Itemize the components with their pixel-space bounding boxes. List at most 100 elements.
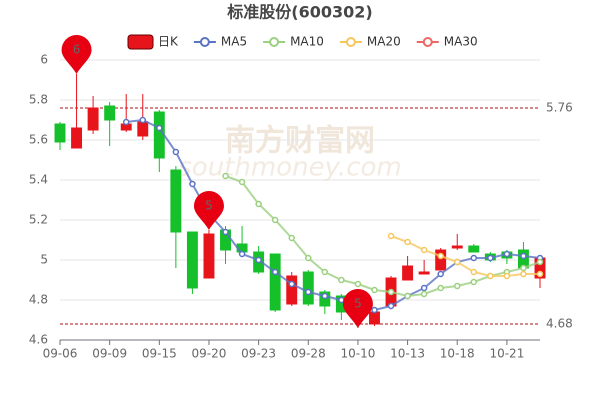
pin-label: 6: [73, 43, 81, 57]
x-tick-label: 10-18: [440, 347, 475, 361]
ma-point: [503, 250, 511, 258]
ma-point: [189, 180, 196, 188]
x-tick-label: 09-09: [92, 347, 127, 361]
ma-point: [437, 252, 444, 260]
candle-body: [468, 245, 480, 253]
y-tick-label: 4.6: [29, 333, 48, 347]
candle-body: [369, 311, 380, 325]
y-tick-label: 5.4: [29, 173, 48, 187]
pin-label: 5: [205, 199, 213, 213]
ma-point: [420, 284, 428, 292]
candle-body: [153, 111, 165, 159]
candle-body: [186, 231, 198, 289]
x-tick-label: 10-13: [390, 347, 425, 361]
ma-point: [338, 276, 345, 284]
ma-point: [371, 286, 378, 294]
ma-point: [305, 288, 312, 296]
legend-label: MA30: [444, 35, 478, 49]
x-tick-label: 09-15: [142, 347, 177, 361]
y-tick-label: 5.8: [29, 93, 48, 107]
x-tick-label: 09-23: [241, 347, 276, 361]
y-tick-label: 6: [40, 53, 48, 67]
candle-body: [435, 249, 447, 271]
chart-title: 标准股份(600302): [226, 3, 372, 22]
ma-point: [470, 268, 478, 276]
ma-point: [520, 264, 527, 272]
pin: [193, 191, 224, 230]
ma-point: [255, 200, 262, 208]
ma-point: [437, 270, 444, 278]
ma-point: [437, 284, 444, 292]
ma-point: [470, 254, 478, 262]
ma-point: [321, 268, 329, 276]
candle-body: [302, 271, 314, 305]
ma-point: [371, 306, 378, 314]
mark-line-label: 4.68: [546, 317, 573, 331]
ma-point: [354, 280, 362, 288]
ma-point: [271, 216, 279, 224]
ma-point: [487, 272, 494, 280]
ma-point: [520, 270, 527, 278]
y-tick-label: 5.6: [29, 133, 48, 147]
candle-body: [203, 233, 215, 279]
candle-body: [54, 123, 66, 143]
ma-point: [536, 258, 544, 266]
ma-point: [288, 280, 295, 288]
legend-icon: [127, 34, 154, 50]
ma-point: [503, 272, 511, 280]
ma-point: [387, 232, 395, 240]
ma-point: [387, 302, 395, 310]
legend-icon: [199, 37, 210, 47]
candle-body: [269, 253, 281, 311]
ma-point: [453, 282, 461, 290]
candle-body: [71, 127, 83, 149]
legend-label: MA10: [290, 35, 324, 49]
ma-point: [122, 118, 130, 126]
candle-body: [87, 107, 99, 131]
candle-body: [451, 245, 463, 249]
ma-line: [390, 235, 540, 277]
ma-point: [420, 246, 428, 254]
y-tick-label: 5.2: [29, 213, 48, 227]
ma-point: [470, 278, 478, 286]
ma-point: [271, 268, 279, 276]
candle-body: [170, 169, 182, 233]
watermark: southmoney.com: [178, 153, 401, 183]
x-tick-label: 09-28: [291, 347, 326, 361]
x-tick-label: 09-06: [43, 347, 78, 361]
y-tick-label: 5: [40, 253, 48, 267]
ma-point: [321, 292, 329, 300]
legend-label: MA20: [367, 35, 401, 49]
ma-point: [139, 116, 147, 124]
ma-point: [172, 148, 180, 156]
watermark: 南方财富网: [225, 124, 375, 159]
ma-point: [536, 270, 544, 278]
ma-point: [255, 256, 262, 264]
legend-icon: [422, 37, 433, 47]
legend-label: MA5: [221, 35, 247, 49]
candle-body: [137, 121, 149, 137]
mark-line-label: 5.76: [546, 101, 573, 115]
legend-label: 日K: [158, 35, 179, 49]
candle-body: [402, 265, 414, 281]
ma-point: [387, 288, 395, 296]
candle-body: [286, 275, 298, 305]
legend-icon: [345, 37, 356, 47]
ma-point: [222, 228, 229, 236]
ma-point: [453, 258, 461, 266]
ma-point: [404, 238, 411, 246]
candle-body: [104, 105, 116, 121]
pin-label: 5: [354, 297, 362, 311]
ma-point: [238, 178, 246, 186]
pin: [342, 289, 373, 328]
ma-point: [222, 172, 229, 180]
candle-body: [418, 271, 430, 275]
x-tick-label: 10-21: [489, 347, 524, 361]
y-tick-label: 4.8: [29, 293, 48, 307]
ma-point: [404, 292, 411, 300]
x-tick-label: 09-20: [192, 347, 227, 361]
legend-icon: [269, 37, 280, 47]
ma-point: [288, 234, 295, 242]
ma-point: [156, 124, 163, 132]
